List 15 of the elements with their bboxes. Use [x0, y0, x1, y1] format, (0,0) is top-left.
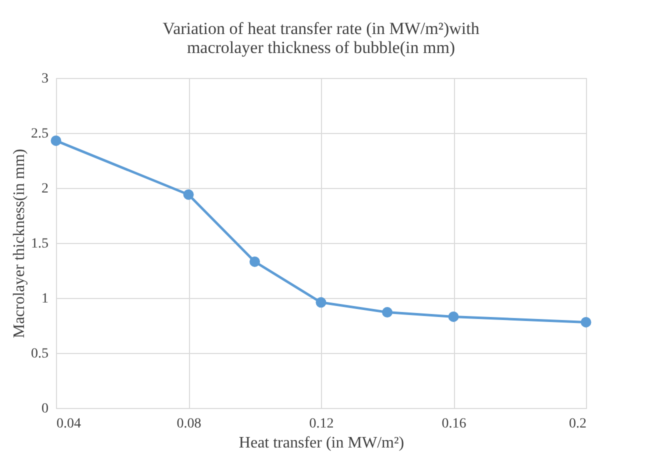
x-tick-label: 0.12 — [309, 416, 334, 432]
y-tick-label: 0.5 — [31, 346, 48, 362]
x-tick-label: 0.04 — [56, 416, 81, 432]
chart-title: Variation of heat transfer rate (in MW/m²)with macrolayer thickness of bubble(in mm) — [162, 19, 480, 57]
y-axis-title: Macrolayer thickness(in mm) — [11, 148, 28, 338]
x-tick-label: 0.08 — [176, 416, 202, 432]
y-tick-label: 3 — [42, 72, 48, 86]
x-tick-label: 0.16 — [442, 416, 466, 432]
y-tick-label: 2.5 — [31, 126, 48, 142]
y-tick-label: 1.5 — [31, 236, 48, 252]
y-tick-label: 2 — [42, 182, 48, 196]
x-tick-label: 0.2 — [569, 416, 586, 432]
y-tick-label: 0 — [42, 402, 48, 416]
y-tick-label: 1 — [42, 292, 48, 306]
x-axis-title: Heat transfer (in MW/m²) — [238, 434, 404, 452]
